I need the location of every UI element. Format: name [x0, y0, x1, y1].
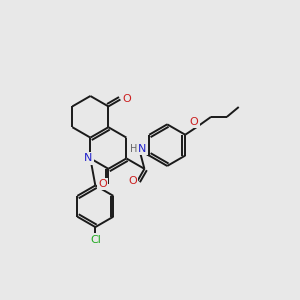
- Text: H: H: [130, 144, 137, 154]
- Text: O: O: [98, 179, 107, 189]
- Text: O: O: [122, 94, 131, 104]
- Text: Cl: Cl: [90, 235, 101, 245]
- Text: N: N: [84, 153, 93, 164]
- Text: O: O: [190, 117, 199, 127]
- Text: O: O: [128, 176, 137, 186]
- Text: N: N: [138, 144, 147, 154]
